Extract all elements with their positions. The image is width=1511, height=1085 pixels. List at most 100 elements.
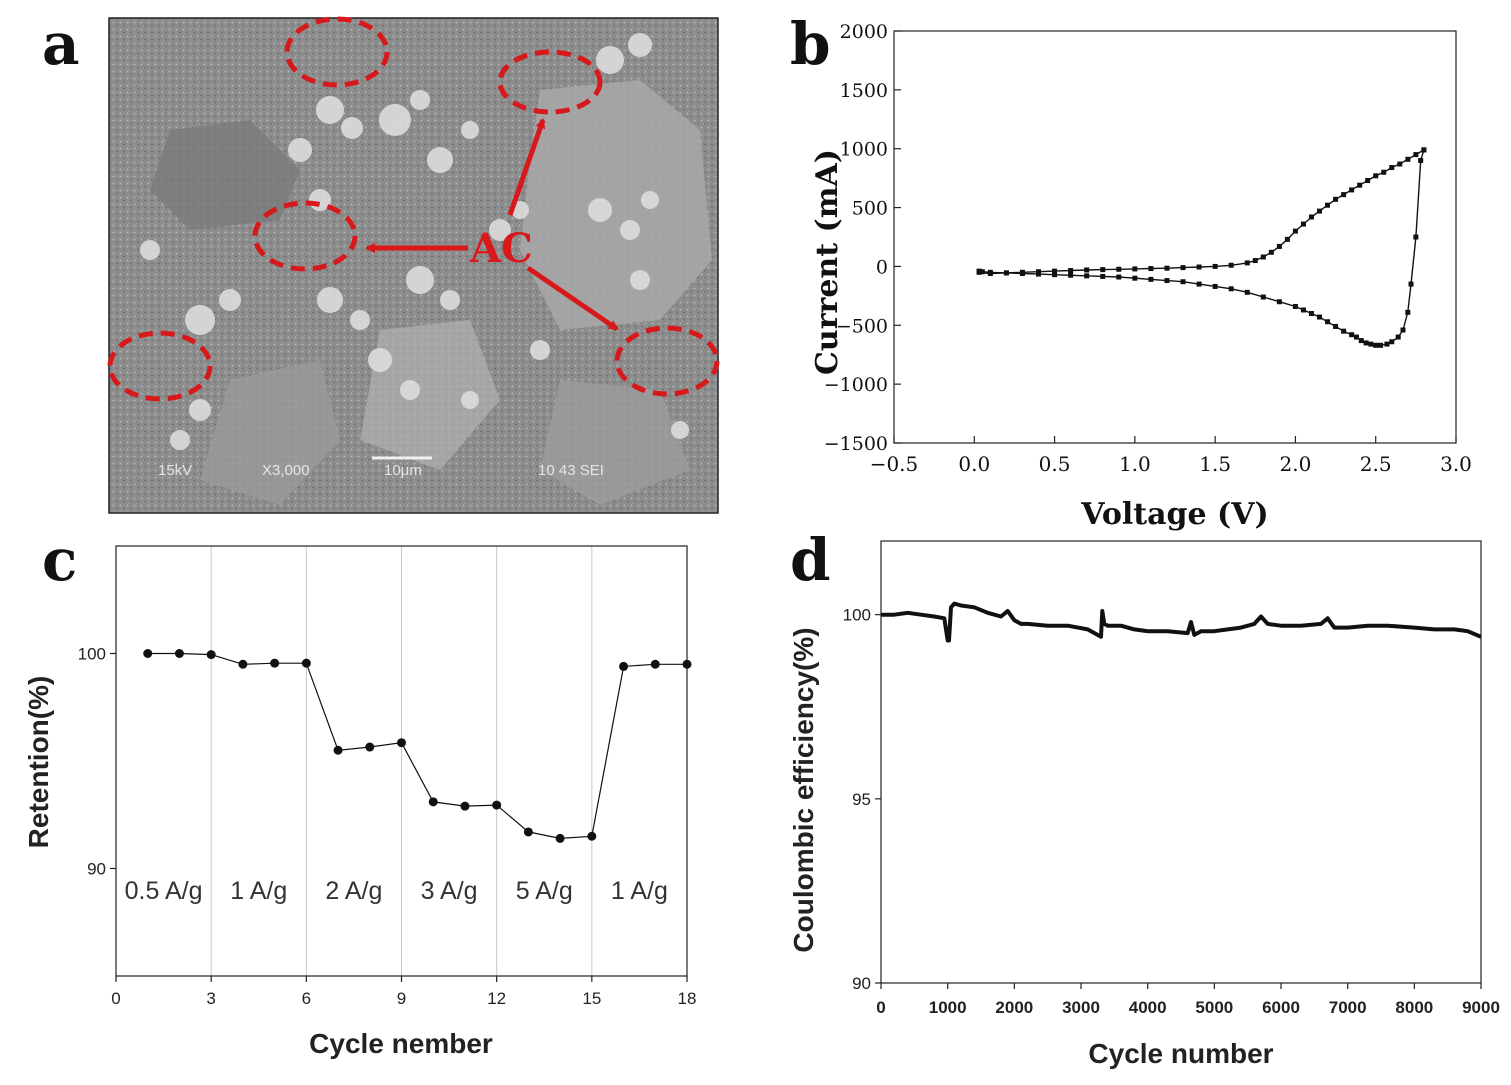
x-tick-label: 6000 [1262, 998, 1300, 1017]
data-point [1363, 340, 1369, 346]
data-point [1400, 327, 1406, 333]
plot-d-frame [880, 540, 1482, 984]
x-tick-label: 3000 [1062, 998, 1100, 1017]
data-point [492, 800, 502, 810]
y-tick-label: 100 [78, 645, 106, 664]
data-point [1228, 286, 1234, 292]
sem-mode: 10 43 SEI [538, 462, 604, 479]
plot-c-ylabel: Retention(%) [23, 676, 54, 849]
data-point [1068, 268, 1074, 274]
data-point [301, 658, 311, 668]
data-point [1276, 299, 1282, 305]
data-point [1100, 267, 1106, 273]
panel-c-label: c [42, 526, 77, 594]
data-point [1378, 342, 1384, 348]
data-point [555, 833, 565, 843]
ac-annotation: AC [469, 225, 533, 272]
series-line-discharge [978, 149, 1425, 346]
x-tick-label: 5000 [1195, 998, 1233, 1017]
data-point [1244, 260, 1250, 266]
data-point [1384, 341, 1390, 347]
data-point [619, 661, 629, 671]
plot-d-ylabel: Coulombic efficiency(%) [788, 627, 819, 952]
panel-c: c 0 3 6 9 12 15 18 90 100 0.5 A/g 1 A/g 2 A/g 3 A/g… [23, 526, 696, 1059]
y-tick-label: 0 [876, 256, 888, 278]
data-point [1276, 243, 1282, 249]
data-point [1349, 187, 1355, 193]
sem-magnification: X3,000 [262, 462, 310, 479]
data-point [523, 827, 533, 837]
data-point [1389, 165, 1395, 171]
data-point [1395, 334, 1401, 340]
x-tick-label: 9 [397, 989, 406, 1008]
data-point [238, 659, 248, 669]
y-tick-label: −1500 [824, 433, 888, 455]
y-tick-label: 1000 [840, 139, 888, 161]
data-point [979, 269, 985, 275]
data-point [1132, 275, 1138, 281]
y-tick-label: 2000 [840, 21, 888, 43]
x-tick-label: 7000 [1329, 998, 1367, 1017]
data-point [1300, 307, 1306, 313]
data-point [174, 649, 184, 658]
data-point [1019, 270, 1025, 276]
data-point [1132, 266, 1138, 272]
panel-d-label: d [790, 526, 831, 594]
data-point [1196, 264, 1202, 270]
data-point [1148, 266, 1154, 272]
data-point [1116, 266, 1122, 272]
x-tick-label: −0.5 [870, 452, 919, 476]
data-point [1084, 273, 1090, 279]
data-point [333, 745, 343, 755]
sem-info: 15kV X3,000 10μm 10 43 SEI [158, 462, 604, 479]
x-tick-label: 0 [111, 989, 120, 1008]
x-tick-label: 1.0 [1119, 452, 1151, 476]
data-point [270, 658, 280, 668]
ac-ellipse [107, 330, 213, 402]
data-point [1260, 254, 1266, 260]
y-tick-label: 100 [843, 606, 871, 625]
panel-a-label: a [42, 10, 80, 78]
data-point [1284, 236, 1290, 242]
data-point [1341, 192, 1347, 198]
panel-b: b −0.5 0.0 0.5 1.0 1.5 2.0 2.5 3.0 −1500 −1000 −50… [790, 10, 1472, 532]
data-point [1421, 147, 1427, 153]
data-point [1389, 339, 1395, 345]
data-point [397, 738, 406, 748]
data-point [1260, 294, 1266, 300]
x-tick-label: 6 [302, 989, 311, 1008]
x-tick-label: 0.0 [958, 452, 990, 476]
data-point [1308, 311, 1314, 317]
data-point [1252, 258, 1258, 264]
x-tick-label: 2.0 [1280, 452, 1312, 476]
data-point [1212, 263, 1218, 269]
y-tick-label: 95 [852, 790, 871, 809]
data-point [1212, 283, 1218, 289]
data-point [1228, 262, 1234, 268]
data-point [1100, 273, 1106, 279]
region-label: 0.5 A/g [125, 877, 203, 905]
data-point [1292, 228, 1298, 234]
panel-b-label: b [790, 10, 831, 78]
data-point [1365, 177, 1371, 183]
data-point [1196, 281, 1202, 287]
region-label: 3 A/g [421, 877, 478, 905]
data-point [365, 742, 375, 752]
data-point [1164, 278, 1170, 284]
region-label: 1 A/g [230, 877, 287, 905]
x-tick-label: 1000 [929, 998, 967, 1017]
ac-ellipse [284, 16, 390, 88]
plot-c-xlabel: Cycle nember [309, 1028, 493, 1059]
x-tick-label: 2000 [995, 998, 1033, 1017]
x-tick-label: 8000 [1395, 998, 1433, 1017]
data-point [1405, 309, 1411, 315]
data-point [987, 269, 993, 275]
series-line-coulombic_efficiency [881, 601, 1482, 643]
data-point [428, 797, 438, 807]
plot-b-xlabel: Voltage (V) [1080, 497, 1268, 532]
region-label: 2 A/g [325, 877, 382, 905]
data-point [1349, 332, 1355, 338]
x-tick-label: 0 [876, 998, 885, 1017]
data-point [1341, 328, 1347, 334]
